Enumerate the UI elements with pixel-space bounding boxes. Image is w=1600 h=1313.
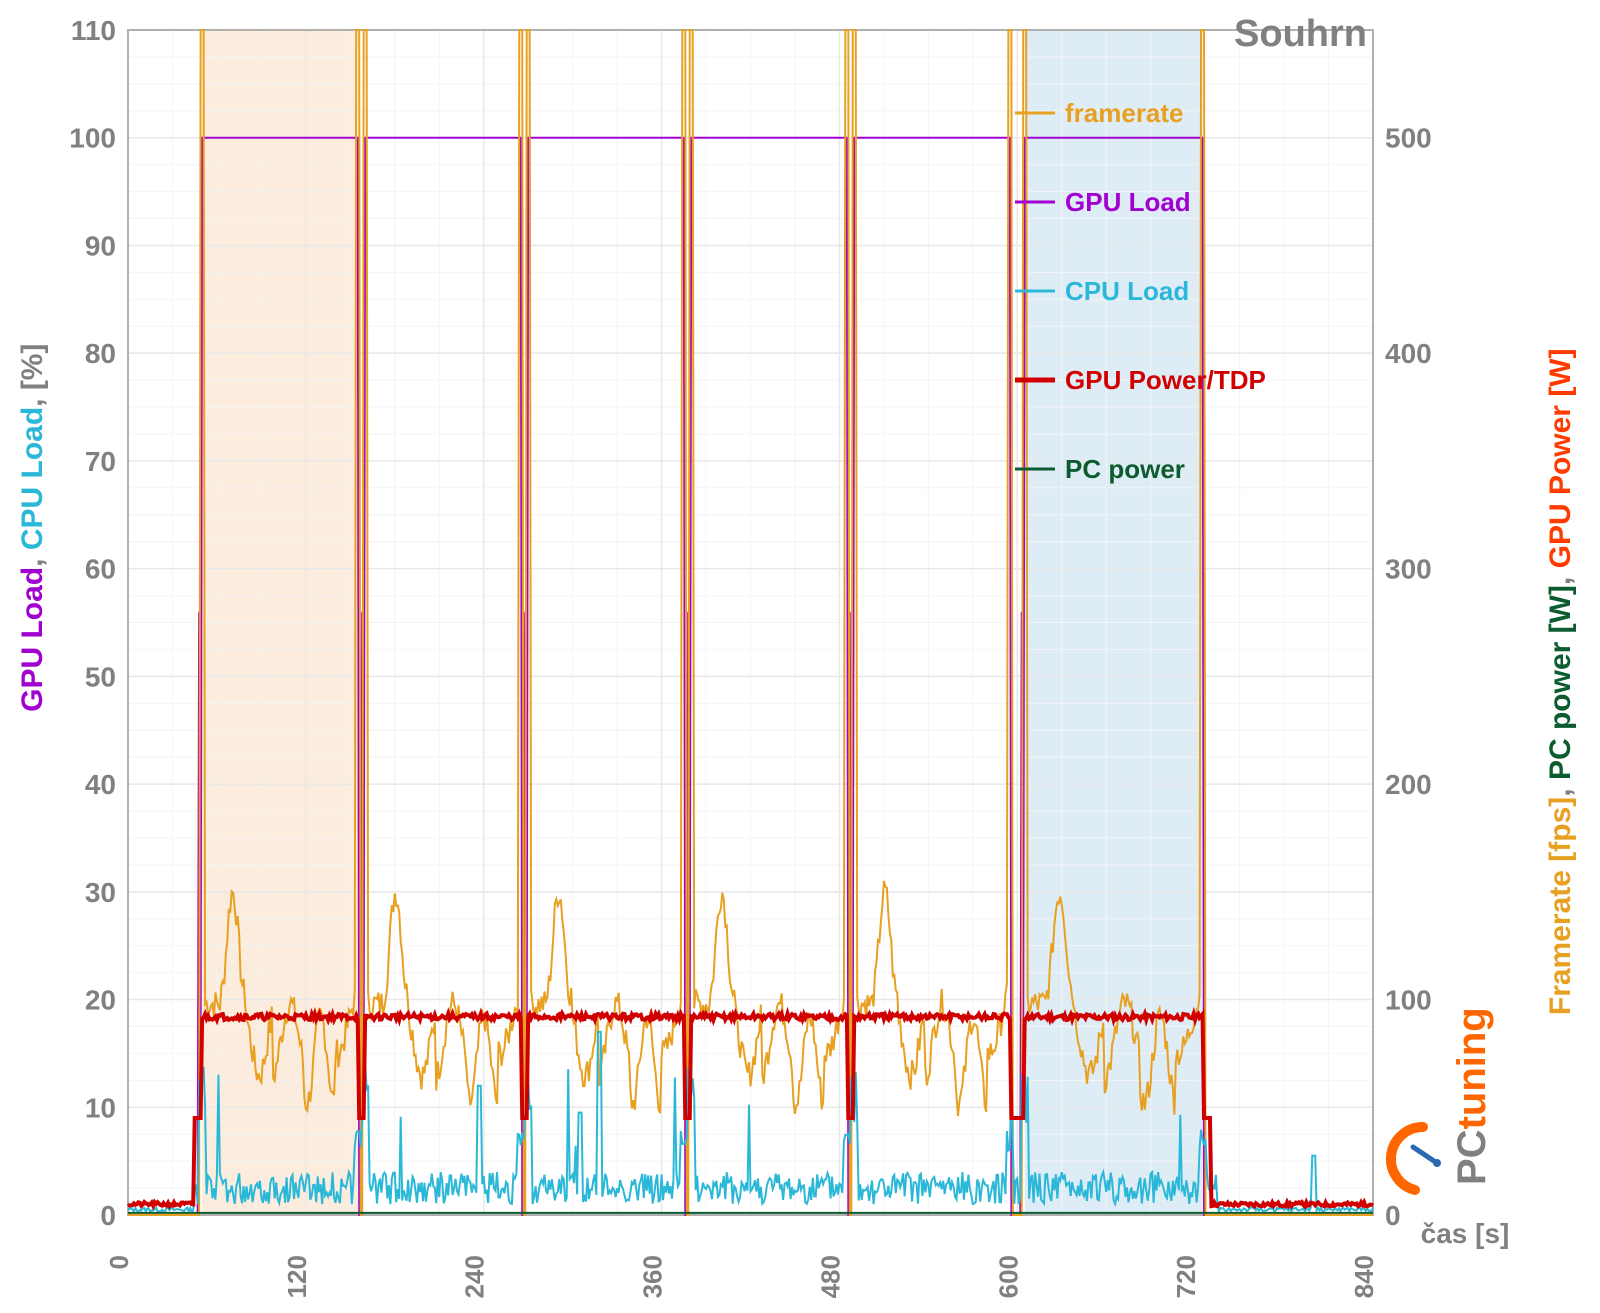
y-right-tick-label: 100	[1385, 985, 1432, 1016]
svg-text:PCtuning: PCtuning	[1450, 1007, 1494, 1185]
legend-label: GPU Load	[1065, 187, 1191, 217]
y-left-tick-label: 30	[85, 877, 116, 908]
y-right-tick-label: 500	[1385, 123, 1432, 154]
y-right-tick-label: 300	[1385, 554, 1432, 585]
legend-label: GPU Power/TDP	[1065, 365, 1266, 395]
x-tick-label: 240	[460, 1255, 490, 1298]
y-left-tick-label: 100	[69, 123, 116, 154]
x-tick-label: 720	[1171, 1255, 1201, 1298]
x-tick-label: 600	[993, 1255, 1023, 1298]
y-right-axis-label: Framerate [fps], PC power [W], GPU Power…	[1544, 348, 1577, 1015]
x-tick-label: 360	[638, 1255, 668, 1298]
y-left-tick-label: 40	[85, 769, 116, 800]
y-left-tick-label: 70	[85, 446, 116, 477]
y-left-tick-label: 110	[71, 15, 116, 46]
y-left-tick-label: 60	[85, 554, 116, 585]
svg-text:GPU Load, CPU Load, [%]: GPU Load, CPU Load, [%]	[16, 344, 49, 712]
y-left-axis-label: GPU Load, CPU Load, [%]	[16, 344, 49, 712]
y-right-tick-label: 200	[1385, 769, 1432, 800]
y-left-tick-label: 50	[85, 661, 116, 692]
y-left-tick-label: 90	[85, 230, 116, 261]
chart-svg: 0 10 20 30 40 50 60 70 80 90 100 110 0 100 200 300 400 50…	[0, 0, 1600, 1313]
x-axis-label: čas [s]	[1421, 1218, 1510, 1249]
y-right-tick-label: 400	[1385, 338, 1432, 369]
y-left-tick-label: 10	[85, 1092, 116, 1123]
y-left-tick-label: 80	[85, 338, 116, 369]
legend-label: PC power	[1065, 454, 1185, 484]
y-left-tick-label: 20	[85, 985, 116, 1016]
x-tick-label: 120	[282, 1255, 312, 1298]
chart-container: 0 10 20 30 40 50 60 70 80 90 100 110 0 100 200 300 400 50…	[0, 0, 1600, 1313]
y-left-tick-label: 0	[100, 1200, 116, 1231]
chart-title: Souhrn	[1234, 13, 1367, 55]
svg-text:Framerate [fps], PC power [W],: Framerate [fps], PC power [W], GPU Power…	[1544, 348, 1577, 1015]
legend-label: framerate	[1065, 98, 1184, 128]
x-tick-label: 840	[1349, 1255, 1379, 1298]
legend-label: CPU Load	[1065, 276, 1189, 306]
x-tick-label: 480	[815, 1255, 845, 1298]
x-tick-label: 0	[104, 1255, 134, 1269]
y-right-tick-label: 0	[1385, 1200, 1401, 1231]
